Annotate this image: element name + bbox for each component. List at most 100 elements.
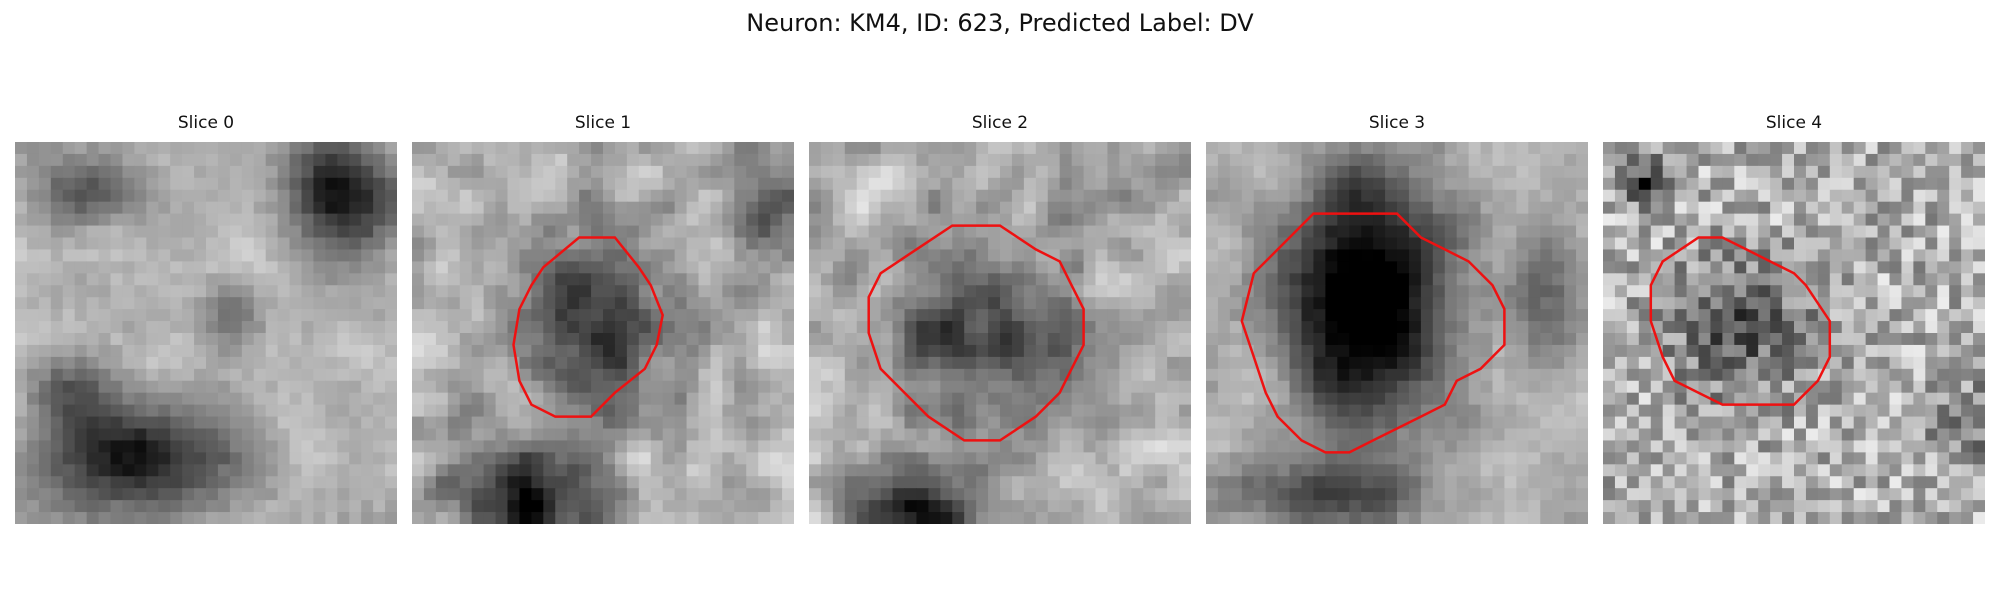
pixel-cell [614, 416, 628, 430]
pixel-cell [820, 201, 834, 215]
pixel-cell [519, 404, 532, 418]
pixel-cell [361, 153, 374, 167]
pixel-cell [1829, 177, 1843, 191]
pixel-cell [892, 237, 906, 251]
pixel-cell [591, 344, 604, 358]
pixel-cell [241, 177, 255, 191]
pixel-cell [940, 177, 953, 191]
pixel-cell [1107, 177, 1120, 191]
pixel-cell [170, 201, 183, 215]
pixel-cell [710, 452, 723, 465]
pixel-cell [349, 440, 362, 453]
pixel-cell [1444, 237, 1458, 251]
pixel-cell [1865, 321, 1879, 334]
pixel-cell [1349, 237, 1362, 251]
pixel-cell [579, 165, 592, 179]
pixel-cell [1841, 297, 1855, 310]
pixel-cell [385, 297, 397, 310]
pixel-cell [349, 392, 362, 406]
pixel-cell [626, 404, 640, 418]
pixel-cell [1794, 452, 1807, 465]
pixel-cell [1626, 428, 1640, 442]
pixel-cell [1167, 142, 1180, 155]
pixel-cell [1373, 297, 1386, 310]
pixel-cell [361, 261, 374, 274]
pixel-cell [555, 189, 568, 203]
pixel-cell [1877, 213, 1891, 227]
pixel-cell [1638, 249, 1652, 262]
pixel-cell [1083, 428, 1097, 442]
pixel-cell [1925, 392, 1938, 406]
pixel-cell [1420, 356, 1434, 370]
pixel-cell [122, 273, 135, 286]
pixel-cell [1095, 273, 1109, 286]
pixel-cell [412, 344, 425, 358]
pixel-cell [1432, 321, 1446, 334]
pixel-cell [1385, 464, 1398, 477]
pixel-cell [26, 476, 40, 489]
pixel-cell [412, 249, 425, 262]
pixel-cell [206, 201, 219, 215]
pixel-cell [361, 428, 374, 442]
pixel-cell [1385, 500, 1398, 513]
pixel-cell [1337, 416, 1350, 430]
pixel-cell [698, 165, 712, 179]
pixel-cell [1734, 380, 1747, 394]
pixel-cell [1889, 273, 1903, 286]
pixel-cell [1817, 380, 1831, 394]
pixel-cell [1805, 261, 1819, 274]
pixel-cell [1662, 225, 1676, 239]
pixel-cell [1143, 177, 1156, 191]
pixel-cell [782, 428, 794, 442]
pixel-cell [1179, 500, 1191, 513]
pixel-cell [483, 428, 497, 442]
pixel-cell [626, 285, 640, 298]
pixel-cell [1925, 261, 1938, 274]
pixel-cell [1528, 249, 1541, 262]
pixel-cell [86, 189, 100, 203]
pixel-cell [1265, 297, 1279, 310]
pixel-cell [1877, 153, 1891, 167]
pixel-cell [1794, 344, 1807, 358]
pixel-cell [483, 416, 497, 430]
pixel-cell [1035, 428, 1049, 442]
pixel-cell [277, 368, 291, 382]
pixel-cell [1817, 333, 1831, 346]
pixel-cell [507, 189, 521, 203]
pixel-cell [1420, 297, 1434, 310]
pixel-cell [770, 368, 783, 382]
pixel-cell [1361, 500, 1374, 513]
pixel-cell [483, 153, 497, 167]
pixel-cell [1373, 440, 1386, 453]
pixel-cell [1095, 333, 1109, 346]
pixel-cell [1913, 285, 1926, 298]
pixel-cell [373, 368, 386, 382]
pixel-cell [1397, 488, 1410, 501]
pixel-cell [1217, 261, 1231, 274]
pixel-cell [650, 165, 664, 179]
pixel-cell [1949, 297, 1962, 310]
pixel-cell [1710, 201, 1723, 215]
pixel-cell [435, 309, 449, 322]
pixel-cell [1817, 440, 1831, 453]
pixel-cell [820, 500, 834, 513]
pixel-cell [1071, 488, 1085, 501]
pixel-cell [74, 440, 88, 453]
pixel-cell [1289, 177, 1303, 191]
pixel-cell [1301, 189, 1315, 203]
pixel-cell [253, 512, 267, 524]
pixel-cell [638, 177, 652, 191]
pixel-cell [1492, 165, 1506, 179]
pixel-cell [1206, 392, 1219, 406]
pixel-cell [1638, 297, 1652, 310]
pixel-cell [1301, 333, 1315, 346]
pixel-cell [1179, 392, 1191, 406]
pixel-cell [373, 237, 386, 251]
pixel-cell [856, 142, 870, 155]
pixel-cell [543, 297, 556, 310]
pixel-cell [1047, 452, 1061, 465]
pixel-cell [1179, 261, 1191, 274]
pixel-cell [770, 392, 783, 406]
pixel-cell [1853, 285, 1867, 298]
pixel-cell [964, 273, 977, 286]
